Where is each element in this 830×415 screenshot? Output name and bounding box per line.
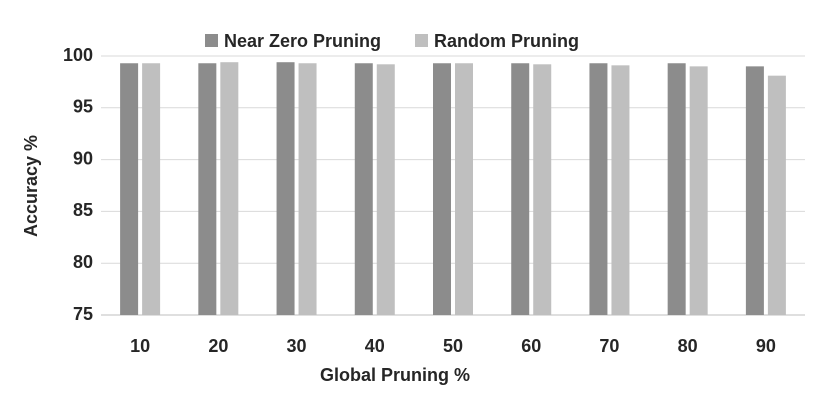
- x-tick-label: 90: [756, 336, 776, 356]
- legend-label: Random Pruning: [434, 31, 579, 51]
- bar: [354, 63, 373, 315]
- bar: [198, 63, 217, 315]
- bar: [589, 63, 608, 315]
- bar: [745, 66, 764, 315]
- x-axis-label: Global Pruning %: [320, 365, 470, 385]
- bar: [689, 66, 708, 315]
- bar: [298, 63, 317, 315]
- bar: [611, 65, 630, 315]
- y-tick-label: 85: [73, 200, 93, 220]
- legend-swatch: [205, 34, 218, 47]
- y-axis-label: Accuracy %: [21, 135, 41, 237]
- y-tick-label: 100: [63, 45, 93, 65]
- legend-swatch: [415, 34, 428, 47]
- x-tick-label: 20: [208, 336, 228, 356]
- bar: [376, 64, 395, 316]
- bar: [511, 63, 530, 315]
- x-tick-label: 80: [678, 336, 698, 356]
- x-tick-label: 70: [599, 336, 619, 356]
- x-tick-label: 60: [521, 336, 541, 356]
- x-tick-label: 50: [443, 336, 463, 356]
- x-tick-label: 10: [130, 336, 150, 356]
- y-tick-label: 75: [73, 304, 93, 324]
- bar: [433, 63, 451, 315]
- bar: [455, 63, 473, 315]
- bar: [533, 64, 552, 316]
- bar: [120, 63, 139, 315]
- y-tick-label: 95: [73, 97, 93, 117]
- y-tick-label: 80: [73, 252, 93, 272]
- legend-label: Near Zero Pruning: [224, 31, 381, 51]
- y-tick-label: 90: [73, 148, 93, 168]
- bar: [142, 63, 161, 315]
- x-tick-label: 40: [365, 336, 385, 356]
- bar: [220, 62, 239, 315]
- bar: [767, 75, 786, 316]
- bar: [667, 63, 686, 315]
- bar: [276, 62, 295, 315]
- x-tick-label: 30: [287, 336, 307, 356]
